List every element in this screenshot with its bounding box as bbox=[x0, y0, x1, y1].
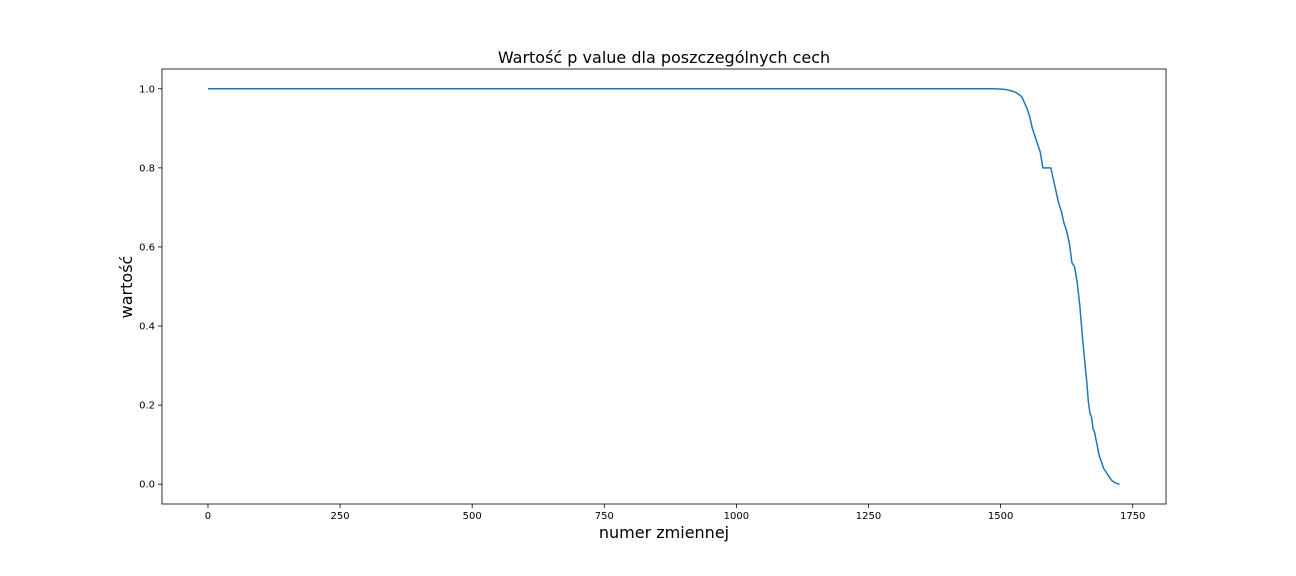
x-tick-label: 1750 bbox=[1120, 511, 1145, 522]
x-tick-label: 1000 bbox=[724, 511, 749, 522]
x-tick-label: 0 bbox=[205, 511, 211, 522]
y-tick-label: 0.0 bbox=[139, 480, 155, 491]
series-line bbox=[207, 88, 1120, 485]
y-tick-label: 0.4 bbox=[139, 322, 155, 333]
plot-frame bbox=[161, 68, 1167, 505]
y-tick-label: 0.2 bbox=[139, 401, 155, 412]
x-tick-label: 750 bbox=[595, 511, 614, 522]
x-tick-label: 250 bbox=[331, 511, 350, 522]
x-axis-label: numer zmiennej bbox=[599, 523, 729, 542]
x-tick-label: 500 bbox=[463, 511, 482, 522]
y-tick-label: 0.8 bbox=[139, 163, 155, 174]
y-tick-label: 1.0 bbox=[139, 84, 155, 95]
y-axis-label: wartość bbox=[117, 256, 136, 319]
x-tick-label: 1250 bbox=[856, 511, 881, 522]
chart-title: Wartość p value dla poszczególnych cech bbox=[498, 48, 830, 67]
y-tick-label: 0.6 bbox=[139, 242, 155, 253]
plot-area: 0 250 500 750 1000 1250 1500 1750 0.0 0.2 0.4 0.6 0.… bbox=[139, 68, 1167, 522]
x-tick-label: 1500 bbox=[988, 511, 1013, 522]
